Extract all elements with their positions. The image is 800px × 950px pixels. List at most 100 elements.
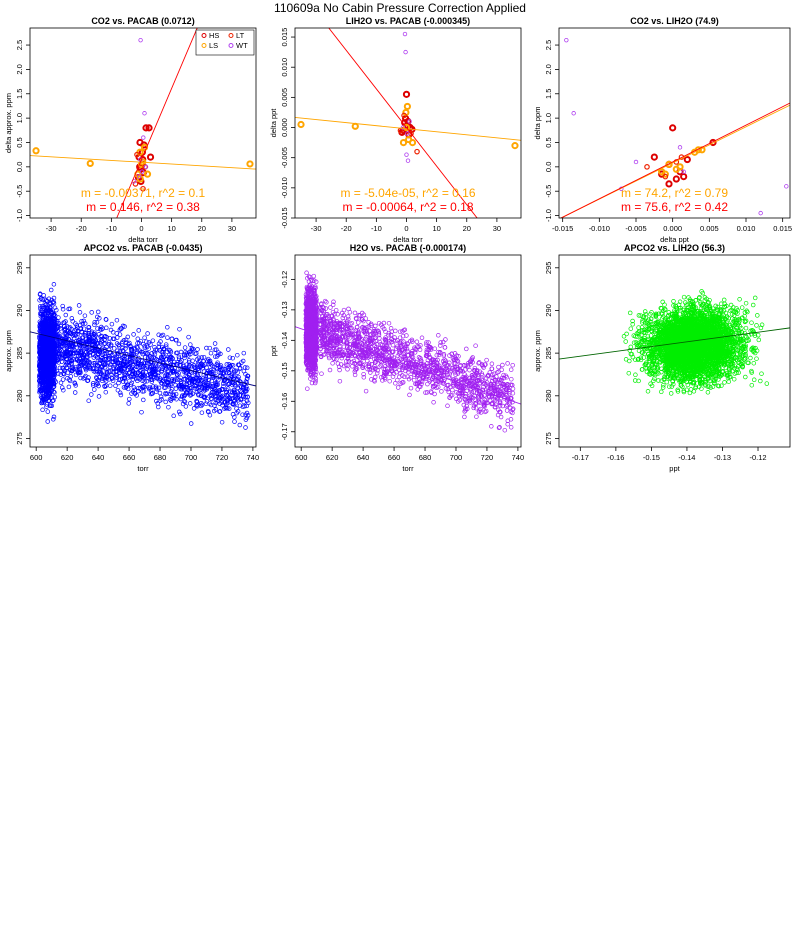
data-point <box>163 342 169 347</box>
data-point <box>313 364 318 370</box>
data-point <box>235 392 241 397</box>
x-tick-label: 620 <box>326 453 339 462</box>
data-point <box>225 386 231 391</box>
data-point <box>93 353 98 359</box>
data-point <box>188 421 194 426</box>
y-tick-label: 0.005 <box>280 88 289 107</box>
x-tick-label: 700 <box>185 453 198 462</box>
y-tick-label: 275 <box>15 432 24 445</box>
data-point <box>90 339 96 345</box>
data-point <box>179 358 184 363</box>
data-point <box>92 330 97 335</box>
data-point <box>68 350 73 355</box>
data-point <box>178 349 184 355</box>
data-point-hs <box>665 180 673 188</box>
data-point <box>77 353 83 358</box>
data-point <box>308 376 313 381</box>
data-point <box>140 389 145 394</box>
y-tick-label: 0.000 <box>280 118 289 137</box>
data-point <box>305 386 310 391</box>
data-point <box>312 380 318 386</box>
data-point-wt <box>142 111 147 116</box>
y-tick-label: -0.5 <box>15 185 24 198</box>
data-point <box>184 378 190 384</box>
legend-label-lt: LT <box>236 31 245 40</box>
data-point <box>54 307 59 313</box>
data-point-ls <box>351 122 359 130</box>
data-point <box>122 359 127 364</box>
charts-figure: CO2 vs. PACAB (0.0712)-30 -20 -10 0 10 20 30-1… <box>4 16 792 473</box>
data-point <box>102 365 108 370</box>
data-point <box>52 322 58 328</box>
data-point <box>83 336 89 342</box>
data-point <box>432 346 438 351</box>
data-point-wt <box>138 37 143 43</box>
data-point <box>205 408 211 414</box>
data-point <box>64 352 70 357</box>
data-point <box>110 359 115 365</box>
data-point <box>52 369 57 374</box>
data-point <box>244 365 250 371</box>
data-point <box>308 347 313 353</box>
x-tick-label: 740 <box>247 453 260 462</box>
x-tick-label: 30 <box>228 224 236 233</box>
data-point <box>303 301 309 306</box>
data-point <box>505 421 510 427</box>
data-point <box>107 383 113 388</box>
data-point <box>136 385 141 391</box>
data-point <box>343 349 348 354</box>
data-point <box>94 341 100 346</box>
data-point <box>177 326 182 332</box>
data-point <box>102 375 108 380</box>
data-point <box>207 412 213 418</box>
data-point <box>81 376 86 381</box>
data-point <box>158 394 164 400</box>
data-point <box>77 367 83 372</box>
data-point <box>314 340 319 345</box>
data-point <box>214 393 219 399</box>
data-point <box>359 310 365 316</box>
data-point <box>60 343 66 349</box>
chart-title: APCO2 vs. PACAB (-0.0435) <box>84 243 203 253</box>
regression-line-all <box>560 102 790 218</box>
data-point-lt <box>414 148 420 155</box>
data-point <box>111 346 117 351</box>
data-point <box>214 383 219 388</box>
data-point <box>190 358 195 364</box>
data-point <box>150 384 156 389</box>
data-point <box>157 398 163 403</box>
data-point <box>46 325 52 330</box>
data-point <box>50 379 56 385</box>
data-point <box>159 381 165 386</box>
data-point <box>223 390 229 395</box>
data-point <box>235 370 240 375</box>
data-point <box>54 349 59 354</box>
data-point <box>497 425 502 430</box>
data-point <box>225 368 231 373</box>
data-point <box>504 403 509 409</box>
data-point <box>308 326 314 331</box>
data-point <box>68 374 74 379</box>
data-point <box>123 346 128 351</box>
data-point <box>132 390 137 396</box>
data-point <box>381 366 387 372</box>
data-point <box>417 379 423 384</box>
data-point <box>41 349 47 355</box>
data-point <box>163 385 168 390</box>
data-point <box>51 366 57 372</box>
data-point <box>151 355 157 360</box>
data-point <box>246 400 251 406</box>
data-point <box>110 336 116 342</box>
data-point <box>117 390 123 396</box>
data-point <box>128 360 133 366</box>
data-point <box>311 336 317 342</box>
data-point <box>76 303 82 308</box>
data-point <box>164 349 170 355</box>
data-point <box>353 367 358 373</box>
data-point <box>60 303 65 309</box>
data-point <box>139 409 144 415</box>
data-point <box>368 331 374 337</box>
data-point <box>59 335 65 341</box>
data-point <box>165 325 170 330</box>
data-point <box>510 410 515 416</box>
